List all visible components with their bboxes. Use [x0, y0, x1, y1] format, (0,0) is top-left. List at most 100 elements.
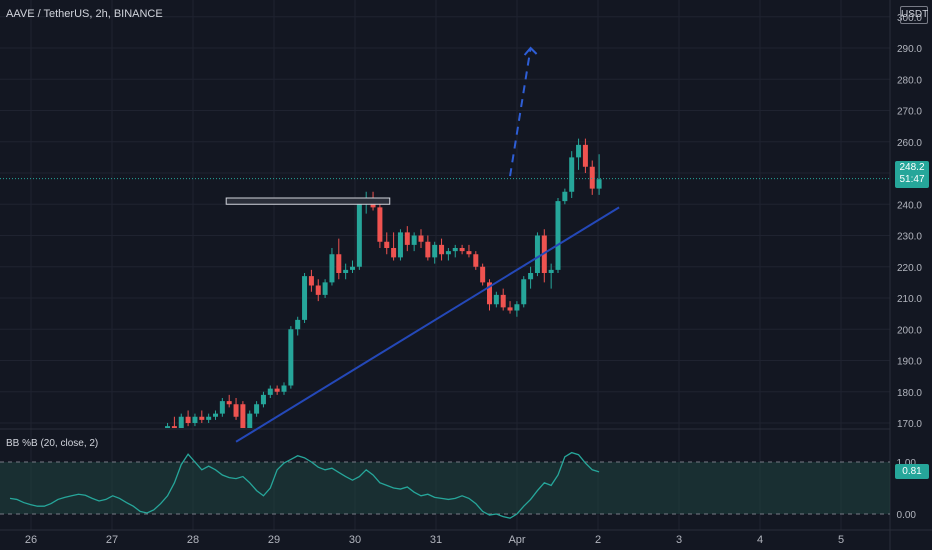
price-tick-label: 260.0 [897, 138, 922, 149]
candle-body [589, 166, 595, 189]
candle-body [138, 451, 143, 454]
candle-body [356, 204, 362, 267]
candle-body [569, 157, 575, 192]
candle-body [260, 394, 266, 405]
candle-body [493, 294, 499, 305]
time-tick-label: 4 [757, 534, 763, 546]
candle-body [124, 457, 129, 460]
candle-body [185, 416, 191, 423]
candle-body [199, 416, 205, 420]
candle-body [480, 266, 486, 283]
oscillator-band [0, 462, 890, 514]
candle-body [254, 404, 260, 414]
time-tick-label: 26 [25, 534, 37, 546]
time-tick-label: 31 [430, 534, 442, 546]
candle-body [295, 319, 301, 330]
candle-body [576, 144, 582, 158]
time-tick-label: 27 [106, 534, 118, 546]
candle-body [343, 269, 349, 273]
bar-countdown: 51:47 [899, 174, 925, 185]
annotations [0, 46, 890, 443]
oscillator-line [9, 451, 600, 519]
candle-body [404, 232, 410, 245]
candle-body [555, 201, 561, 270]
oscillator-panel [0, 451, 890, 519]
price-tick-label: 290.0 [897, 44, 922, 55]
candle-body [548, 269, 554, 273]
price-tick-label: 300.0 [897, 13, 922, 24]
candle-body [281, 385, 287, 392]
candle-body [439, 244, 445, 255]
time-tick-label: 30 [349, 534, 361, 546]
symbol-title[interactable]: AAVE / TetherUS, 2h, BINANCE [6, 8, 163, 20]
candle-body [165, 426, 171, 428]
oscillator-tick-label: 1.00 [897, 458, 917, 469]
oscillator-tick-label: 0.00 [897, 510, 917, 521]
candle-body [288, 329, 294, 386]
candle-body [384, 241, 390, 248]
currency-unit-badge[interactable]: USDT [900, 6, 928, 24]
price-tick-label: 240.0 [897, 200, 922, 211]
candle-body [206, 416, 212, 420]
candle-body [151, 445, 156, 448]
time-tick-label: 28 [187, 534, 199, 546]
candle-body [473, 254, 479, 267]
price-tick-label: 200.0 [897, 325, 922, 336]
last-price-value: 248.2 [899, 162, 925, 173]
candle-body [377, 207, 383, 242]
candle-body [397, 232, 403, 258]
candle-body [507, 307, 513, 311]
candle-body [145, 448, 150, 451]
candle-body [158, 439, 163, 445]
candles [124, 138, 602, 460]
candle-body [213, 413, 218, 417]
candle-body [267, 388, 273, 395]
price-tick-label: 270.0 [897, 107, 922, 118]
projection-arrow [509, 47, 532, 177]
price-tick-label: 280.0 [897, 75, 922, 86]
candle-body [391, 248, 397, 258]
candle-body [329, 254, 335, 283]
candle-body [432, 244, 438, 258]
oscillator-value-tag: 0.81 [895, 464, 929, 479]
candle-body [350, 266, 355, 270]
candle-body [336, 254, 342, 273]
price-tick-label: 210.0 [897, 294, 922, 305]
price-tick-label: 230.0 [897, 232, 922, 243]
price-tick-label: 220.0 [897, 263, 922, 274]
time-tick-label: 5 [838, 534, 844, 546]
candle-body [233, 404, 239, 417]
oscillator-title[interactable]: BB %B (20, close, 2) [6, 438, 99, 449]
candle-body [240, 404, 246, 428]
projection-arrowhead [523, 46, 538, 56]
candle-body [192, 416, 198, 423]
candle-body [514, 304, 520, 311]
candle-body [466, 251, 472, 255]
candle-body [418, 235, 424, 242]
candle-body [219, 401, 225, 414]
candle-body [459, 248, 465, 252]
candle-body [171, 426, 177, 428]
time-tick-label: 2 [595, 534, 601, 546]
candle-body [226, 401, 232, 405]
candle-body [315, 285, 321, 295]
candle-body [425, 241, 431, 258]
price-axis[interactable]: 170.0 180.0 190.0 200.0 210.0 220.0 230.0 240.0… [897, 13, 923, 521]
candle-body [596, 179, 602, 189]
candle-body [500, 294, 506, 308]
price-tick-label: 170.0 [897, 419, 922, 430]
candle-body [562, 191, 568, 202]
candle-body [521, 279, 527, 305]
time-tick-label: 3 [676, 534, 682, 546]
candle-body [487, 282, 492, 305]
candle-body [322, 282, 328, 295]
candle-body [528, 273, 534, 280]
candle-body [131, 454, 136, 457]
candle-body [582, 144, 588, 167]
time-axis[interactable]: 26 27 28 29 30 31 Apr 2 3 4 5 [25, 534, 844, 546]
support-trendline [235, 206, 620, 443]
candle-body [452, 248, 458, 252]
candle-body [534, 235, 540, 273]
